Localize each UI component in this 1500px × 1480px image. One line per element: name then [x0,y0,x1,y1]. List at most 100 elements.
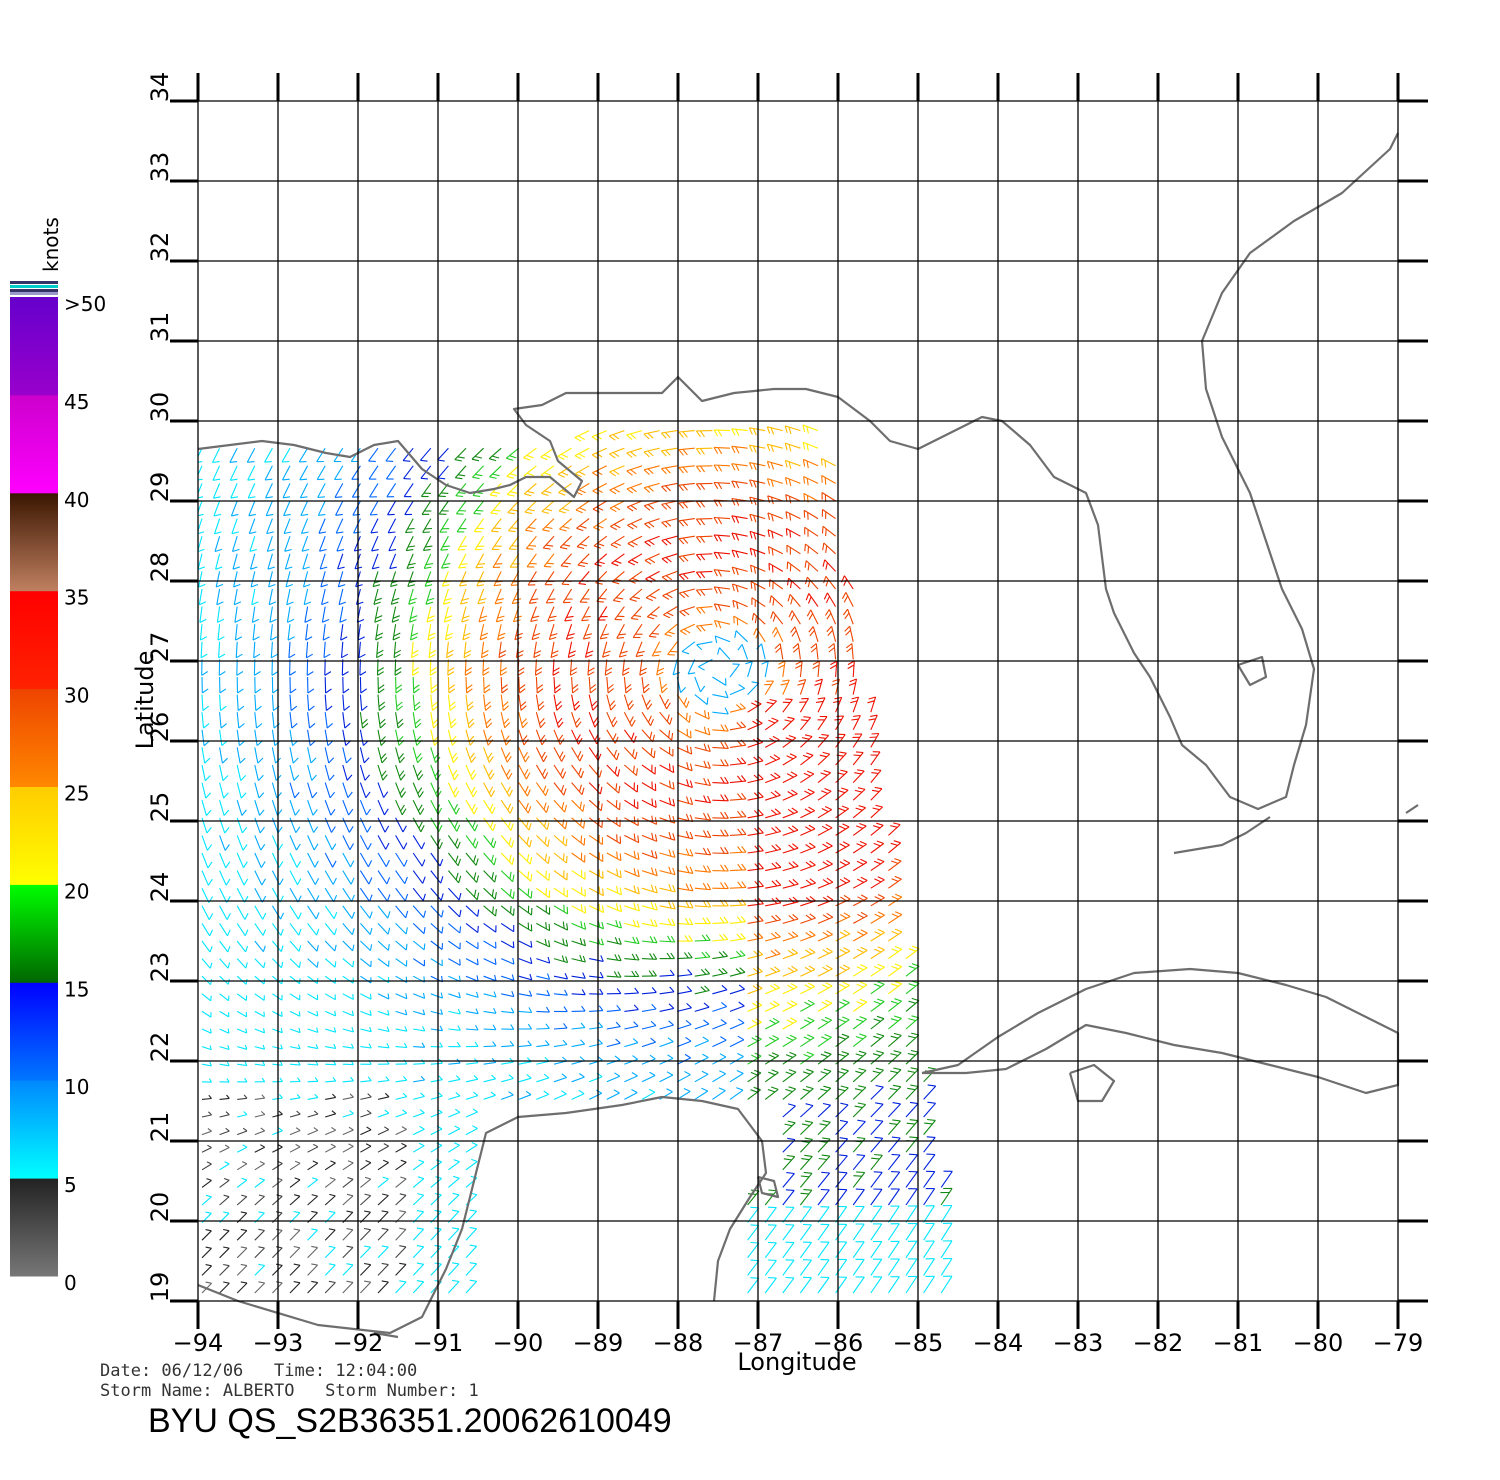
wind-barb [639,659,648,676]
wind-barb [799,1171,813,1188]
wind-barb [817,715,828,731]
wind-barb [448,1175,460,1188]
wind-barb [536,887,551,899]
wind-barb [747,1224,760,1241]
wind-barb [324,782,336,799]
wind-barb [591,447,608,460]
wind-barb [254,1194,265,1206]
wind-barb [712,916,729,924]
wind-barb [676,1036,692,1048]
wind-barb [359,905,373,919]
wind-barb [359,694,368,711]
wind-barb [606,1055,621,1065]
wind-barb [641,1003,657,1012]
wind-barb [782,1137,796,1153]
wind-barb [324,800,336,816]
wind-barb [816,697,826,713]
wind-barb [712,950,728,960]
wind-barb [254,1281,266,1294]
wind-barb [454,465,467,480]
wind-barb [233,588,242,606]
wind-barb [201,1045,212,1051]
wind-barb [887,1276,900,1294]
wind-barb [678,535,695,545]
wind-barb [342,887,355,902]
wind-barb [535,676,544,694]
wind-barb [852,894,868,907]
wind-barb [254,905,267,920]
wind-barb [413,1009,426,1016]
wind-barb [430,676,438,694]
wind-barb [289,1263,301,1276]
wind-barb [518,1023,533,1030]
wind-barb [782,861,799,872]
wind-barb [817,1259,830,1276]
wind-barb [852,1188,865,1206]
wind-barb [766,478,783,487]
wind-barb [695,500,713,508]
wind-barb [782,1000,798,1012]
wind-barb [712,864,729,872]
wind-barb [219,1111,230,1118]
wind-barb [289,905,302,920]
gulf-coast-west-coastline [197,132,1399,811]
wind-barb [447,729,458,746]
wind-barb [465,676,473,694]
wind-barb [664,623,678,637]
wind-barb [376,659,384,676]
wind-barb [360,1043,372,1049]
wind-barb [553,694,563,711]
wind-barb [266,536,275,552]
wind-barb [483,922,497,933]
wind-barb [395,923,408,935]
wind-barb [923,1118,936,1135]
wind-barb [236,887,249,903]
wind-barb [272,1263,283,1276]
wind-barb [408,588,417,605]
wind-barb [595,571,608,585]
lon-tick-label: −88 [653,1329,704,1357]
wind-barb [575,465,590,478]
wind-barb [548,624,558,641]
wind-barb [272,1177,283,1188]
wind-barb [219,1127,230,1136]
wind-barb [254,1010,265,1018]
wind-barb [676,1071,691,1083]
wind-barb [888,911,903,924]
wind-barb [518,922,533,932]
wind-barb [359,729,369,746]
wind-barb [582,624,593,640]
wind-barb [219,1228,230,1241]
wind-barb [905,1015,920,1030]
wind-barb [236,1263,248,1276]
wind-barb [236,712,245,729]
wind-barb [530,606,540,623]
wind-barb [606,1021,621,1030]
colorbar-label: 35 [64,586,89,610]
wind-barb [456,518,467,533]
wind-barb [448,1192,460,1206]
wind-barb [747,773,764,784]
wind-barb [940,1257,953,1276]
wind-barb [272,958,284,969]
wind-barb [465,1279,478,1294]
wind-barb [553,729,565,745]
wind-barb [395,1227,407,1241]
lat-tick-label: 23 [146,952,174,983]
wind-barb [342,1263,354,1276]
wind-barb [448,1025,461,1031]
wind-barb [870,840,885,854]
wind-barb [800,770,815,784]
wind-barb [870,804,883,819]
wind-barb [321,606,330,623]
wind-barb [447,887,462,901]
wind-barb [254,940,266,953]
wind-barb [395,712,404,729]
wind-barb [923,1275,935,1294]
wind-barb [237,1111,248,1118]
wind-barb [359,852,373,868]
wind-barb [606,920,622,929]
wind-barb [219,747,228,764]
wind-barb [553,870,568,881]
wind-barb [535,729,547,746]
